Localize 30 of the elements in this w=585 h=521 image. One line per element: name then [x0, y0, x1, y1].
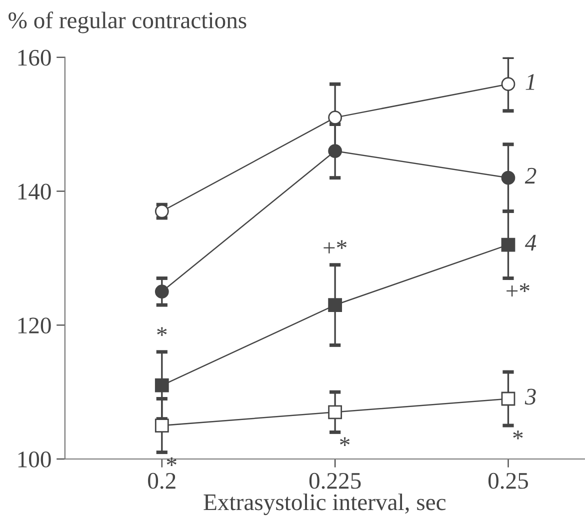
annotation: *	[513, 430, 523, 440]
point	[328, 110, 342, 125]
point	[154, 418, 169, 432]
point	[328, 405, 342, 420]
annotation: *	[157, 327, 167, 336]
y-tick-label: 120	[18, 318, 51, 334]
annotation: +*	[324, 240, 346, 254]
series-label: 2	[524, 168, 536, 184]
point	[501, 170, 516, 185]
x-tick-label: 0.2	[148, 472, 176, 489]
series-label: 1	[526, 74, 534, 90]
y-axis-title: % of regular contractions	[8, 11, 246, 34]
series-label: 4	[524, 234, 536, 250]
y-tick-label: 160	[18, 50, 51, 66]
point	[154, 378, 169, 392]
point	[328, 144, 342, 158]
y-tick-label: 100	[18, 451, 51, 468]
x-tick-label: 0.25	[488, 472, 528, 489]
series-label: 3	[524, 388, 536, 405]
point	[501, 392, 516, 406]
point	[501, 238, 516, 252]
annotation: *	[166, 457, 176, 466]
point	[154, 284, 169, 299]
annotation: *	[340, 437, 350, 446]
point	[501, 77, 516, 92]
point	[328, 298, 342, 312]
x-axis-title: Extrasystolic interval, sec	[204, 494, 446, 516]
y-tick-label: 140	[18, 184, 51, 200]
x-tick-label: 0.225	[309, 472, 361, 489]
annotation: +*	[506, 283, 530, 296]
